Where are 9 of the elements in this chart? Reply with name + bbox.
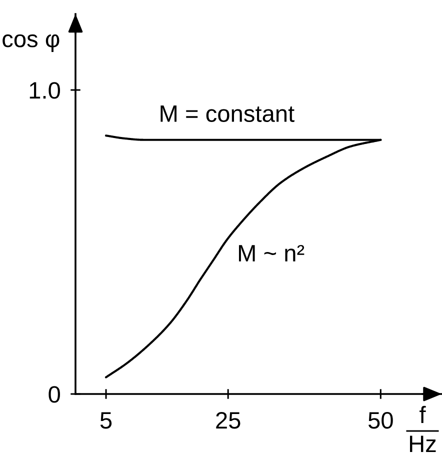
y-tick-label: 1.0 (30, 82, 60, 99)
x-axis-title: f Hz (410, 406, 436, 452)
series-label: M = constant (160, 106, 294, 122)
y-axis-title: cos φ (2, 34, 60, 52)
series-label: M ~ n² (238, 244, 304, 262)
y-tick-label: 0 (48, 386, 60, 403)
x-tick-label: 50 (368, 412, 393, 429)
x-tick-label: 25 (216, 412, 240, 429)
x-tick-label: 5 (100, 412, 112, 429)
